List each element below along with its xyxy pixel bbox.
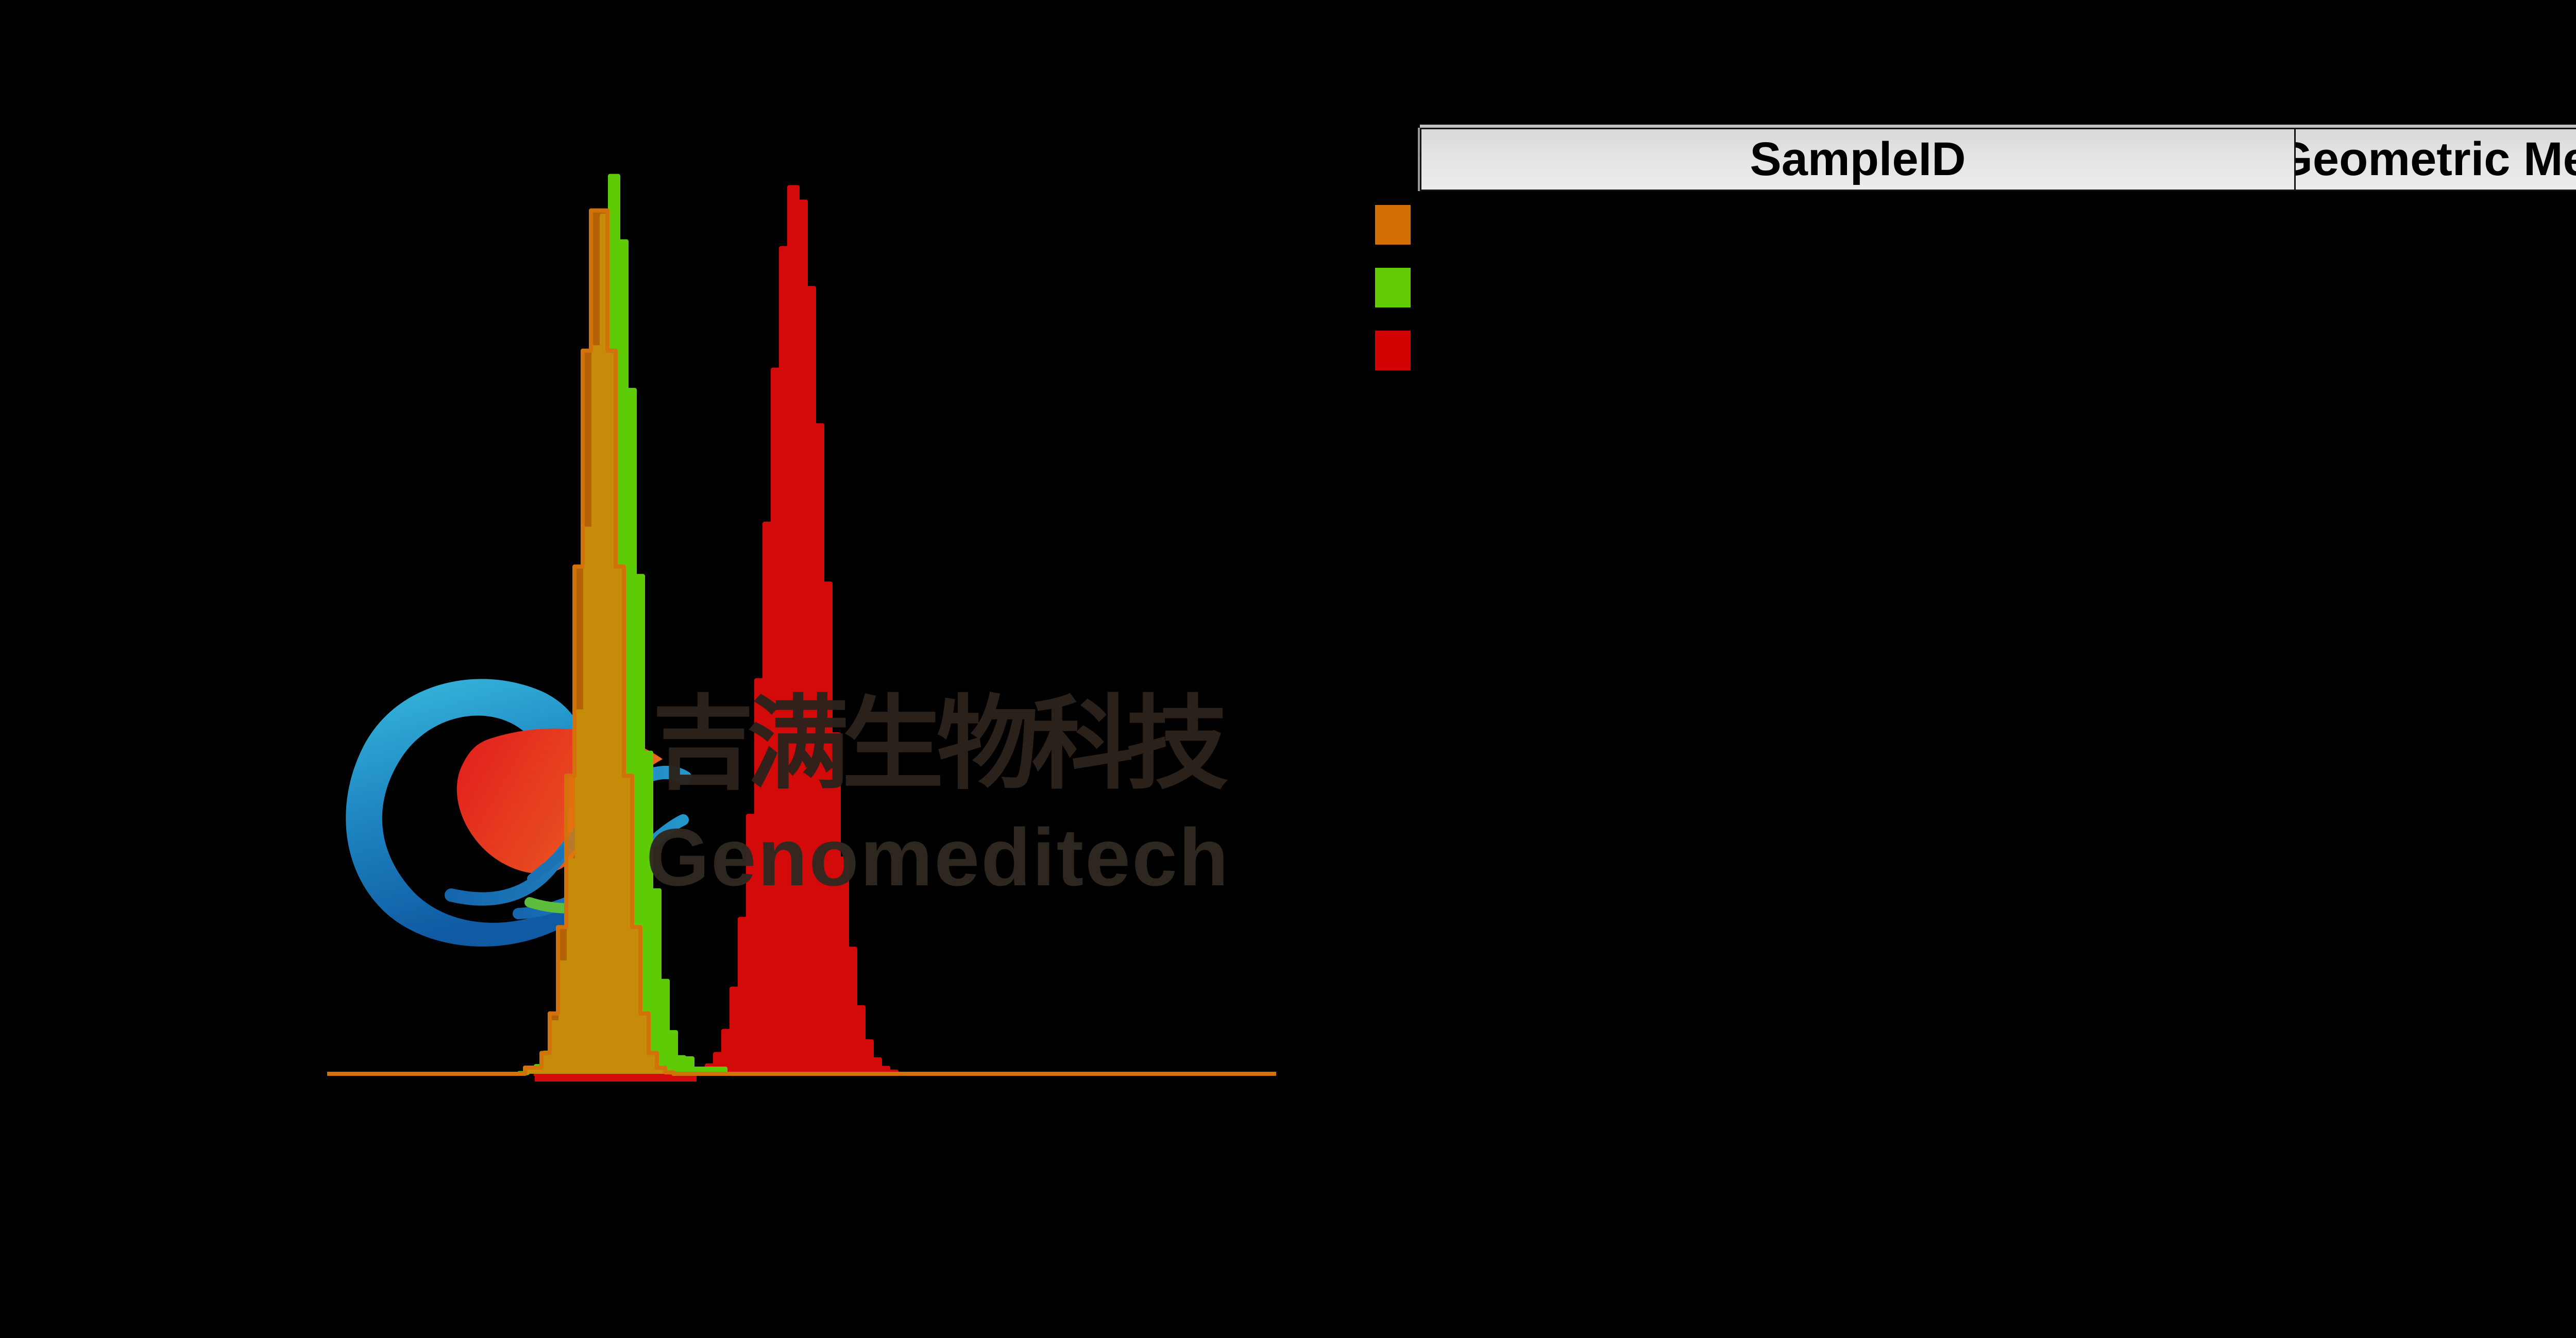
legend-swatch-sample-1[interactable] — [1375, 205, 1411, 245]
table-header-row: SampleID Geometric Mean : FL11-H — [1420, 128, 2576, 191]
watermark-english-text: Genomeditech — [646, 812, 1230, 903]
histogram-undershoot-red — [535, 1076, 697, 1082]
legend-swatch-sample-3[interactable] — [1375, 331, 1411, 370]
logo-blue-swoosh — [346, 679, 591, 947]
legend-swatch-sample-2[interactable] — [1375, 268, 1411, 307]
table-top-border — [1420, 125, 2576, 128]
histogram-series-green — [338, 174, 769, 1076]
results-table: SampleID Geometric Mean : FL11-H — [1420, 125, 2576, 191]
watermark-chinese-text: 吉满生物科技 — [652, 684, 1228, 803]
column-header-geometric-mean[interactable]: Geometric Mean : FL11-H — [2296, 133, 2576, 185]
column-header-sampleid[interactable]: SampleID — [1421, 129, 2296, 190]
histogram-series-orange — [327, 208, 1277, 1076]
histogram-series-layer — [327, 174, 1277, 1082]
